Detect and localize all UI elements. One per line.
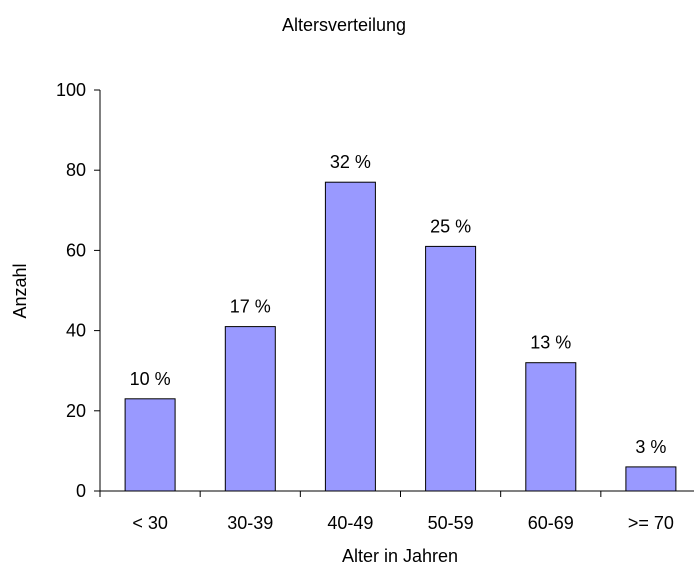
x-axis-label: Alter in Jahren <box>342 546 458 566</box>
y-tick-label: 100 <box>56 80 86 100</box>
bar <box>525 362 577 492</box>
x-tick-label: 30-39 <box>227 513 273 533</box>
y-tick-label: 0 <box>76 481 86 501</box>
y-tick-label: 80 <box>66 160 86 180</box>
x-tick-label: 40-49 <box>327 513 373 533</box>
y-axis-label: Anzahl <box>10 263 30 318</box>
data-label: 13 % <box>530 333 571 353</box>
data-label: 10 % <box>130 369 171 389</box>
x-tick-label: 50-59 <box>428 513 474 533</box>
x-tick-label: 60-69 <box>528 513 574 533</box>
x-tick-label: >= 70 <box>628 513 674 533</box>
x-tick-label: < 30 <box>132 513 168 533</box>
bar <box>224 326 276 492</box>
data-label: 32 % <box>330 152 371 172</box>
plot-area: 10 % 17 % 32 % 25 % 13 % 3 % 0 20 40 60 80 100 < 30 3… <box>56 80 694 533</box>
data-label: 25 % <box>430 216 471 236</box>
bar <box>324 181 376 492</box>
y-tick-label: 60 <box>66 240 86 260</box>
y-tick-label: 40 <box>66 321 86 341</box>
data-label: 3 % <box>635 437 666 457</box>
bar <box>124 398 176 492</box>
bar <box>625 466 677 492</box>
bar <box>425 245 477 492</box>
y-tick-label: 20 <box>66 401 86 421</box>
data-label: 17 % <box>230 297 271 317</box>
chart-title: Altersverteilung <box>282 15 406 35</box>
